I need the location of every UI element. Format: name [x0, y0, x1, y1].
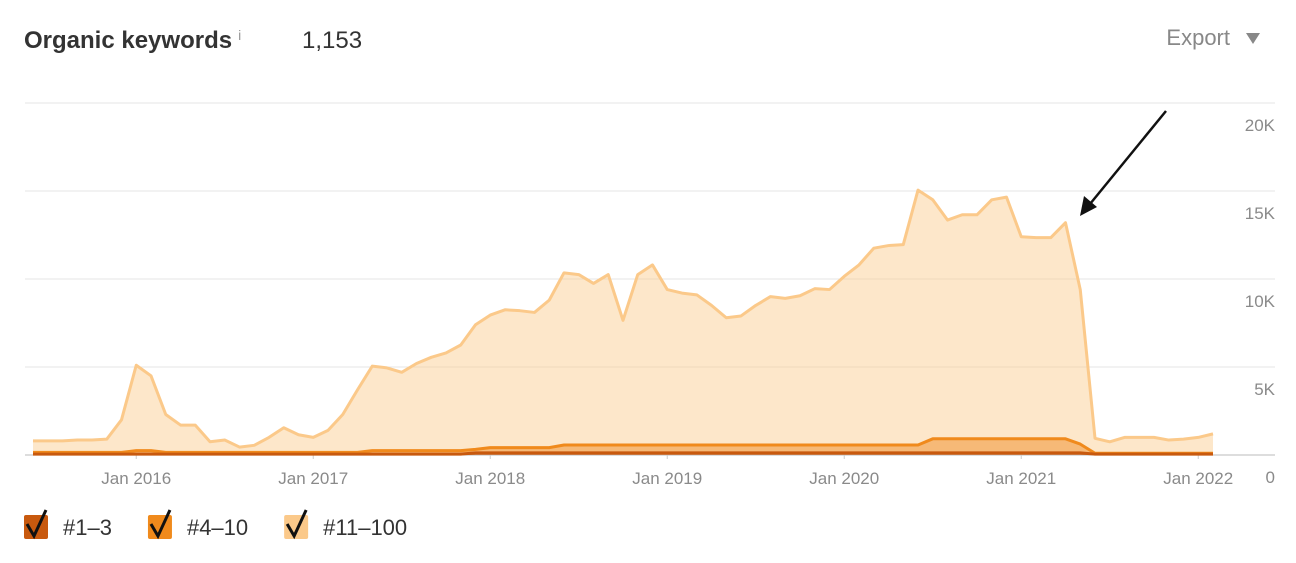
y-tick-label: 10K — [1245, 292, 1276, 311]
area-line — [33, 188, 1214, 449]
legend-checkmark[interactable] — [25, 509, 48, 540]
legend-item[interactable]: #1–3 — [24, 509, 112, 540]
x-tick-label: Jan 2021 — [986, 469, 1056, 488]
legend-label[interactable]: #11–100 — [323, 515, 407, 540]
annotation-arrow — [1080, 110, 1167, 216]
y-tick-label: 5K — [1254, 380, 1275, 399]
x-tick-label: Jan 2018 — [455, 469, 525, 488]
y-tick-label: 15K — [1245, 204, 1276, 223]
legend-checkmark[interactable] — [149, 509, 172, 540]
legend-label[interactable]: #1–3 — [63, 515, 112, 540]
x-tick-label: Jan 2020 — [809, 469, 879, 488]
y-tick-label: 20K — [1245, 116, 1276, 135]
chart-title: Organic keywords — [24, 27, 232, 54]
x-tick-label: Jan 2019 — [632, 469, 702, 488]
legend-item[interactable]: #4–10 — [147, 509, 248, 540]
area-line — [33, 437, 1213, 455]
legend: #1–3 #4–10 #11–100 — [24, 509, 407, 540]
plot-area: 0 5K 10K 15K 20K Jan 2016 Jan 2017 Jan 2018 Jan … — [25, 102, 1276, 488]
export-button[interactable]: Export — [1166, 25, 1230, 50]
export-caret[interactable] — [1246, 33, 1260, 44]
legend-checkmark[interactable] — [285, 509, 308, 540]
x-tick-label: Jan 2022 — [1163, 469, 1233, 488]
legend-label[interactable]: #4–10 — [187, 515, 248, 540]
area-line — [33, 451, 1213, 456]
total-count: 1,153 — [302, 27, 362, 54]
x-tick-label: Jan 2017 — [278, 469, 348, 488]
info-icon[interactable]: i — [238, 27, 241, 43]
y-tick-label: 0 — [1266, 468, 1275, 487]
legend-item[interactable]: #11–100 — [284, 509, 407, 540]
x-tick-label: Jan 2016 — [101, 469, 171, 488]
